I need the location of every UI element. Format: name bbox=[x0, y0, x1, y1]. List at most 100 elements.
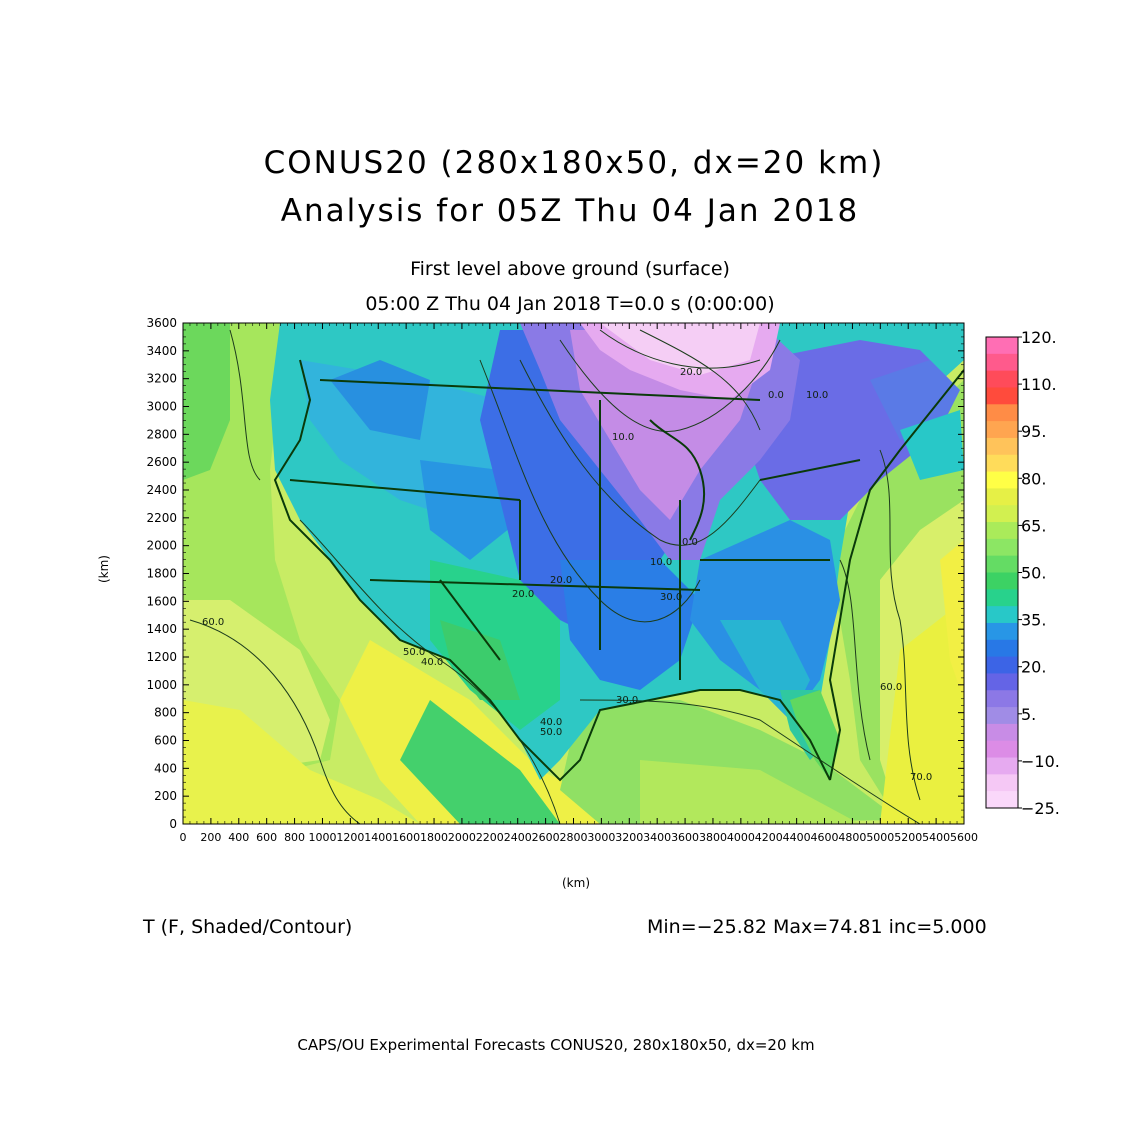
colorbar-swatch bbox=[986, 690, 1018, 708]
y-tick-label: 3400 bbox=[146, 344, 177, 358]
x-tick-label: 400 bbox=[228, 831, 249, 844]
y-tick-label: 2000 bbox=[146, 539, 177, 553]
field-statistics: Min=−25.82 Max=74.81 inc=5.000 bbox=[647, 916, 987, 938]
colorbar-swatch bbox=[986, 437, 1018, 456]
colorbar-label: −10. bbox=[1021, 752, 1060, 771]
colorbar-label: 120. bbox=[1021, 328, 1057, 347]
contour-label: 30.0 bbox=[660, 592, 682, 603]
colorbar-swatch bbox=[986, 404, 1018, 422]
contour-label: 30.0 bbox=[616, 695, 638, 706]
y-axis-label: (km) bbox=[97, 554, 112, 584]
colorbar-swatch bbox=[986, 572, 1018, 590]
contour-value-labels: 20.0 0.0 10.0 10.0 0.0 10.0 20.0 20.0 30.0 30.0 40… bbox=[202, 367, 932, 783]
x-tick-label: 2000 bbox=[448, 831, 476, 844]
contour-label: 50.0 bbox=[403, 647, 425, 658]
colorbar-swatch bbox=[986, 791, 1018, 809]
colorbar-label: 50. bbox=[1021, 564, 1046, 583]
footer-credit: CAPS/OU Experimental Forecasts CONUS20, … bbox=[297, 1036, 815, 1054]
contour-label: 50.0 bbox=[540, 727, 562, 738]
colorbar-swatch bbox=[986, 555, 1018, 573]
colorbar: 120. 110. 95. 80. 65. 50. 35. 20. 5. −10. −25. bbox=[985, 328, 1060, 818]
x-tick-label: 4400 bbox=[783, 831, 811, 844]
x-tick-label: 2200 bbox=[476, 831, 504, 844]
contour-label: 10.0 bbox=[650, 557, 672, 568]
x-tick-label: 5600 bbox=[950, 831, 978, 844]
colorbar-label: −25. bbox=[1021, 799, 1060, 818]
colorbar-swatch bbox=[986, 337, 1018, 355]
x-tick-label: 5400 bbox=[922, 831, 950, 844]
x-tick-label: 1600 bbox=[392, 831, 420, 844]
colorbar-swatch bbox=[986, 606, 1018, 624]
colorbar-swatch bbox=[986, 707, 1018, 725]
x-tick-label: 4200 bbox=[755, 831, 783, 844]
contour-lines bbox=[189, 329, 921, 824]
colorbar-swatch bbox=[986, 774, 1018, 792]
colorbar-swatch bbox=[986, 538, 1018, 557]
y-tick-label: 1800 bbox=[146, 567, 177, 581]
x-tick-label: 1200 bbox=[336, 831, 364, 844]
y-tick-label: 1000 bbox=[146, 678, 177, 692]
x-tick-label: 5000 bbox=[866, 831, 894, 844]
colorbar-swatch bbox=[986, 757, 1018, 775]
contour-label: 20.0 bbox=[512, 589, 534, 600]
y-tick-label: 2600 bbox=[146, 455, 177, 469]
y-tick-label: 1200 bbox=[146, 650, 177, 664]
contour-label: 40.0 bbox=[540, 717, 562, 728]
x-axis-ticks: 0 200 400 600 800 1000 1200 1400 1600 1800 2000 220… bbox=[180, 323, 978, 844]
colorbar-label: 95. bbox=[1021, 422, 1046, 441]
x-tick-label: 800 bbox=[284, 831, 305, 844]
x-tick-label: 1000 bbox=[308, 831, 336, 844]
plot-title-line2: Analysis for 05Z Thu 04 Jan 2018 bbox=[280, 193, 860, 229]
colorbar-swatch bbox=[986, 622, 1018, 641]
x-tick-label: 2800 bbox=[560, 831, 588, 844]
colorbar-label: 5. bbox=[1021, 705, 1036, 724]
x-tick-label: 4600 bbox=[811, 831, 839, 844]
x-tick-label: 3600 bbox=[671, 831, 699, 844]
colorbar-label: 35. bbox=[1021, 611, 1046, 630]
contour-label: 0.0 bbox=[682, 537, 698, 548]
colorbar-swatch bbox=[986, 723, 1018, 742]
contour-label: 20.0 bbox=[550, 575, 572, 586]
colorbar-label: 65. bbox=[1021, 516, 1046, 535]
y-tick-label: 3000 bbox=[146, 400, 177, 414]
colorbar-swatch bbox=[986, 639, 1018, 658]
colorbar-label: 80. bbox=[1021, 469, 1046, 488]
colorbar-swatch bbox=[986, 471, 1018, 489]
x-tick-label: 1400 bbox=[364, 831, 392, 844]
colorbar-swatch bbox=[986, 387, 1018, 405]
x-axis-label: (km) bbox=[562, 876, 591, 890]
contour-label: 0.0 bbox=[768, 390, 784, 401]
y-tick-label: 0 bbox=[169, 817, 177, 831]
colorbar-swatch bbox=[986, 673, 1018, 691]
contour-label: 60.0 bbox=[202, 617, 224, 628]
colorbar-swatch bbox=[986, 454, 1018, 473]
contour-label: 10.0 bbox=[806, 390, 828, 401]
y-tick-label: 800 bbox=[154, 706, 177, 720]
x-tick-label: 3000 bbox=[587, 831, 615, 844]
colorbar-swatch bbox=[986, 370, 1018, 388]
colorbar-swatch bbox=[986, 522, 1018, 540]
x-tick-label: 0 bbox=[180, 831, 187, 844]
x-tick-label: 3400 bbox=[643, 831, 671, 844]
y-tick-label: 2400 bbox=[146, 483, 177, 497]
y-tick-label: 400 bbox=[154, 761, 177, 775]
colorbar-label: 110. bbox=[1021, 375, 1057, 394]
y-tick-label: 1400 bbox=[146, 622, 177, 636]
x-tick-label: 200 bbox=[200, 831, 221, 844]
boundaries bbox=[273, 359, 964, 782]
y-tick-label: 3200 bbox=[146, 372, 177, 386]
field-description: T (F, Shaded/Contour) bbox=[143, 916, 353, 938]
colorbar-swatch bbox=[986, 488, 1018, 506]
contour-label: 60.0 bbox=[880, 682, 902, 693]
plot-title-line1: CONUS20 (280x180x50, dx=20 km) bbox=[263, 145, 885, 181]
x-tick-label: 3200 bbox=[615, 831, 643, 844]
colorbar-label: 20. bbox=[1021, 658, 1046, 677]
contour-label: 10.0 bbox=[612, 432, 634, 443]
x-tick-label: 600 bbox=[256, 831, 277, 844]
x-tick-label: 1800 bbox=[420, 831, 448, 844]
time-subtitle: 05:00 Z Thu 04 Jan 2018 T=0.0 s (0:00:00… bbox=[365, 293, 775, 315]
y-tick-label: 200 bbox=[154, 789, 177, 803]
y-tick-label: 600 bbox=[154, 734, 177, 748]
x-tick-label: 3800 bbox=[699, 831, 727, 844]
